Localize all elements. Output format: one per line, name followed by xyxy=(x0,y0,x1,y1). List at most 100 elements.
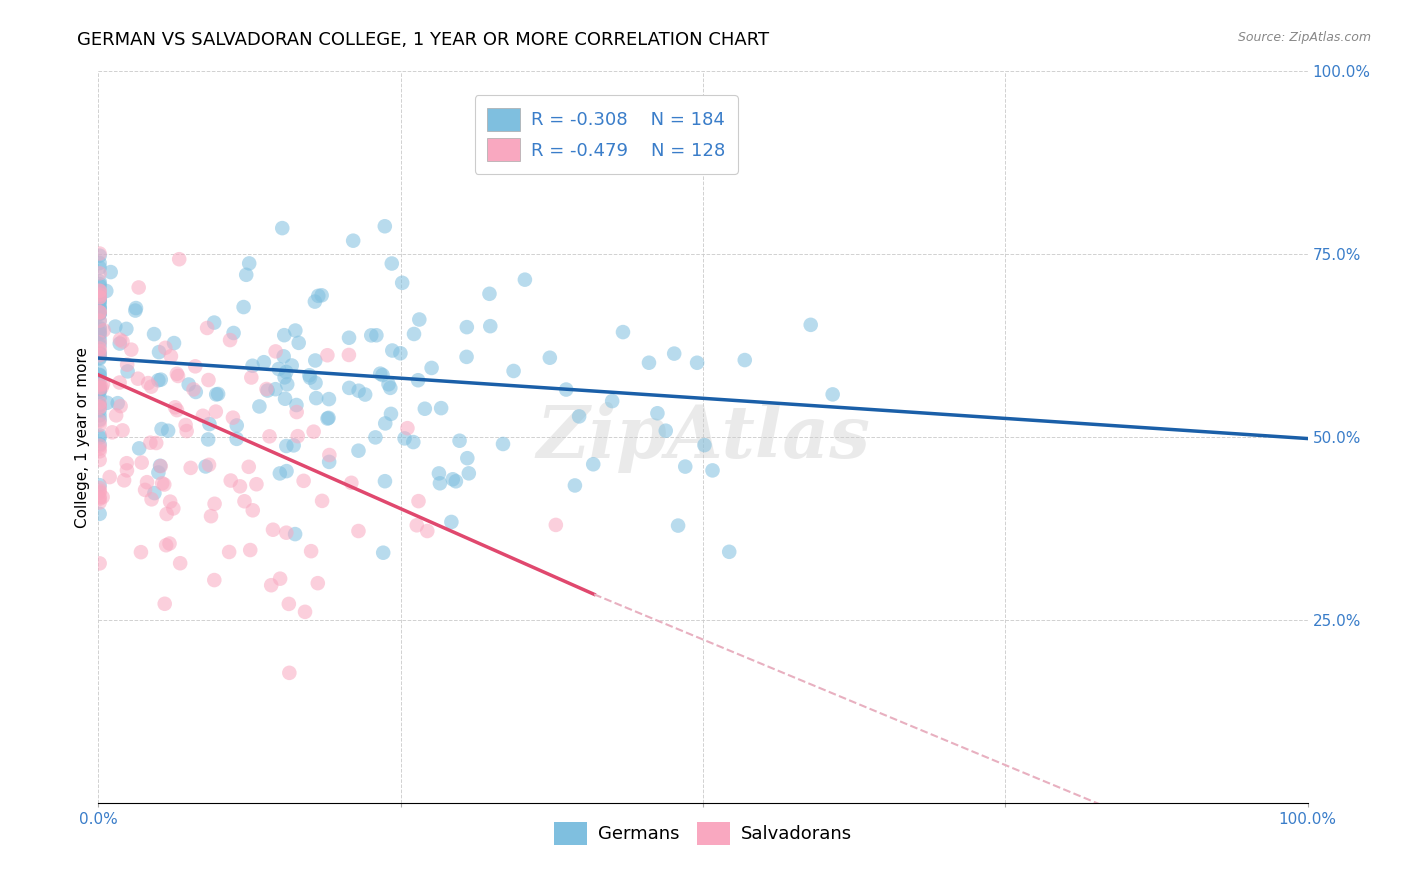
Point xyxy=(89,314,111,328)
Point xyxy=(89,478,111,492)
Point xyxy=(702,463,724,477)
Point xyxy=(157,424,180,438)
Point xyxy=(89,275,111,289)
Point xyxy=(347,524,370,538)
Point xyxy=(318,448,340,462)
Point xyxy=(638,356,661,370)
Point xyxy=(163,336,186,351)
Point xyxy=(337,381,360,395)
Point xyxy=(673,459,696,474)
Point xyxy=(89,383,111,397)
Point xyxy=(204,497,226,511)
Point xyxy=(198,417,221,431)
Point xyxy=(287,335,309,350)
Point xyxy=(305,391,328,405)
Point xyxy=(89,442,111,456)
Point xyxy=(89,334,111,349)
Point xyxy=(169,556,191,570)
Point xyxy=(111,334,134,349)
Point xyxy=(402,326,425,341)
Point xyxy=(200,509,222,524)
Point xyxy=(294,605,316,619)
Point xyxy=(283,438,305,452)
Point xyxy=(89,290,111,304)
Point xyxy=(131,456,153,470)
Point xyxy=(98,470,121,484)
Point xyxy=(89,491,111,506)
Point xyxy=(101,425,124,440)
Y-axis label: College, 1 year or more: College, 1 year or more xyxy=(75,347,90,527)
Point xyxy=(207,387,229,401)
Point xyxy=(89,291,111,305)
Point xyxy=(456,350,478,364)
Point xyxy=(145,436,167,450)
Point xyxy=(233,494,256,508)
Point xyxy=(405,518,427,533)
Point xyxy=(229,479,252,493)
Legend: Germans, Salvadorans: Germans, Salvadorans xyxy=(547,814,859,852)
Point xyxy=(89,409,111,423)
Point xyxy=(89,293,111,307)
Point xyxy=(232,300,254,314)
Point xyxy=(89,288,111,302)
Point xyxy=(478,286,501,301)
Point xyxy=(238,256,260,270)
Point xyxy=(242,359,264,373)
Point xyxy=(89,368,111,383)
Point xyxy=(153,477,176,491)
Point xyxy=(136,475,159,490)
Point xyxy=(427,467,450,481)
Point xyxy=(430,401,453,416)
Point xyxy=(89,557,111,571)
Point xyxy=(205,387,228,401)
Point xyxy=(148,345,170,359)
Point xyxy=(396,421,419,435)
Point xyxy=(174,417,197,432)
Point xyxy=(96,396,118,410)
Point xyxy=(89,307,111,321)
Point xyxy=(479,319,502,334)
Point xyxy=(307,289,329,303)
Point xyxy=(316,411,339,425)
Point xyxy=(225,432,247,446)
Point xyxy=(136,376,159,390)
Point xyxy=(125,301,148,315)
Point xyxy=(264,344,287,359)
Point xyxy=(108,376,131,390)
Point xyxy=(440,515,463,529)
Point xyxy=(89,314,111,328)
Point xyxy=(89,284,111,298)
Point xyxy=(143,327,166,342)
Point xyxy=(111,423,134,437)
Point xyxy=(148,373,170,387)
Point xyxy=(253,355,276,369)
Point xyxy=(734,353,756,368)
Point xyxy=(273,349,295,363)
Point xyxy=(337,348,360,362)
Point xyxy=(89,403,111,417)
Point xyxy=(89,414,111,428)
Point xyxy=(89,400,111,414)
Point xyxy=(260,578,283,592)
Point xyxy=(127,372,149,386)
Point xyxy=(110,399,132,413)
Point xyxy=(402,435,425,450)
Point xyxy=(89,346,111,360)
Point xyxy=(89,348,111,362)
Point xyxy=(89,437,111,451)
Point xyxy=(89,326,111,341)
Text: GERMAN VS SALVADORAN COLLEGE, 1 YEAR OR MORE CORRELATION CHART: GERMAN VS SALVADORAN COLLEGE, 1 YEAR OR … xyxy=(77,31,769,49)
Point xyxy=(664,346,686,360)
Point xyxy=(89,507,111,521)
Text: Source: ZipAtlas.com: Source: ZipAtlas.com xyxy=(1237,31,1371,45)
Point xyxy=(184,384,207,399)
Point xyxy=(89,495,111,509)
Point xyxy=(112,473,135,487)
Point xyxy=(160,349,183,363)
Point xyxy=(492,437,515,451)
Point xyxy=(141,379,163,393)
Point xyxy=(159,536,181,550)
Point xyxy=(284,527,307,541)
Point xyxy=(538,351,561,365)
Point xyxy=(149,459,172,474)
